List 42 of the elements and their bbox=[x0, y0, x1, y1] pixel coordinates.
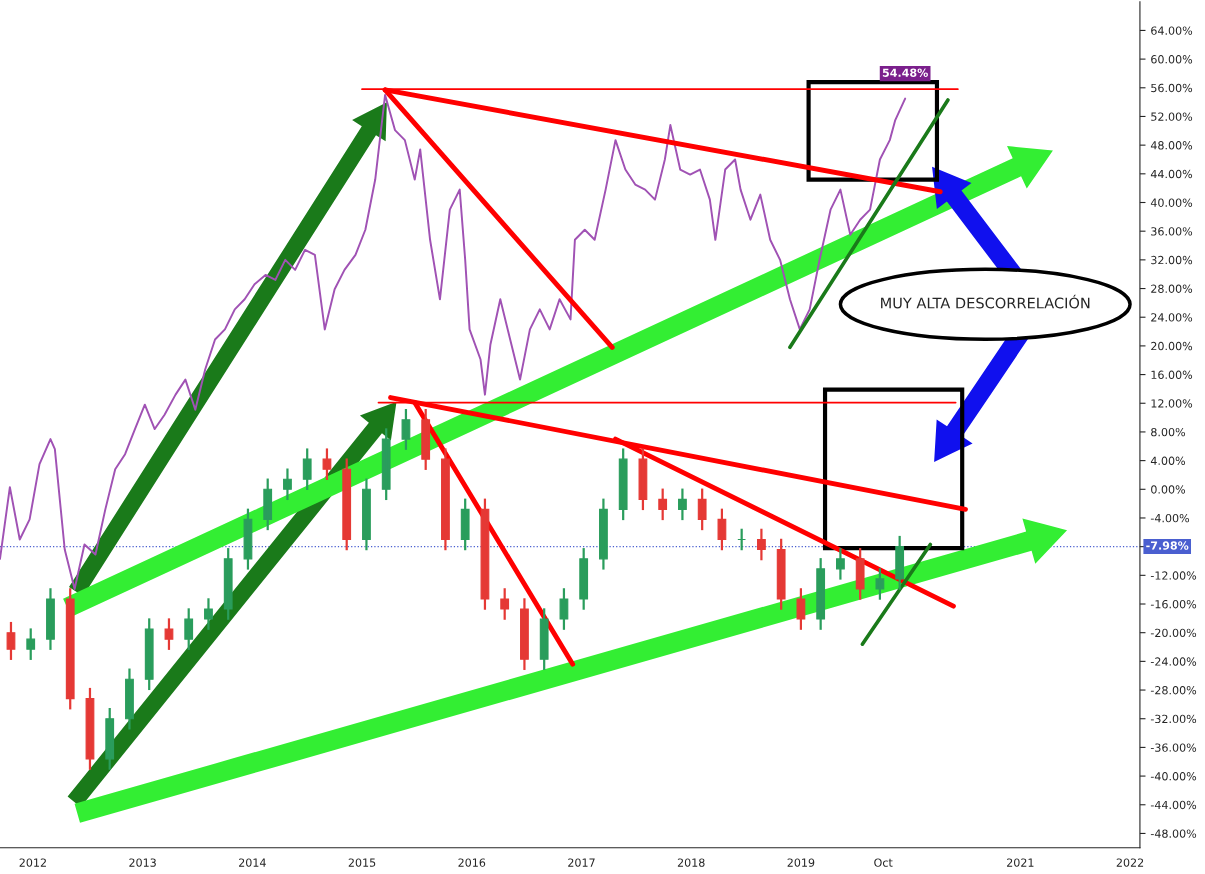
y-tick-label: 40.00% bbox=[1150, 198, 1193, 207]
y-tick-label: -32.00% bbox=[1150, 714, 1197, 724]
ref-line-label: -7.98% bbox=[1146, 541, 1189, 550]
x-tick-label: 2015 bbox=[348, 858, 376, 867]
y-tick-label: 20.00% bbox=[1151, 341, 1193, 351]
x-tick-label: 2017 bbox=[568, 858, 595, 867]
x-tick-label: 2012 bbox=[19, 858, 46, 867]
x-tick-label: Oct bbox=[874, 858, 893, 867]
annotation: MUY ALTA DESCORRELACIÓN bbox=[881, 294, 1090, 309]
y-tick-label: -40.00% bbox=[1150, 772, 1197, 781]
y-tick-label: 60.00% bbox=[1151, 55, 1193, 64]
y-tick-label: 28.00% bbox=[1151, 284, 1193, 293]
y-tick-label: -12.00% bbox=[1150, 571, 1197, 580]
y-tick-label: 12.00% bbox=[1151, 399, 1193, 408]
y-tick-label: -28.00% bbox=[1150, 686, 1197, 695]
x-tick-label: 2021 bbox=[1007, 858, 1034, 867]
y-tick-label: 24.00% bbox=[1151, 313, 1193, 322]
y-tick-label: 8.00% bbox=[1151, 427, 1186, 437]
x-tick-label: 2022 bbox=[1116, 858, 1144, 867]
y-tick-label: -20.00% bbox=[1150, 628, 1197, 638]
y-tick-label: 4.00% bbox=[1150, 456, 1186, 465]
y-tick-label: 44.00% bbox=[1150, 169, 1193, 179]
y-tick-label: 56.00% bbox=[1151, 83, 1193, 93]
y-tick-label: 0.00% bbox=[1151, 485, 1186, 494]
y-tick-label: -36.00% bbox=[1150, 743, 1197, 752]
y-tick-label: 36.00% bbox=[1151, 227, 1193, 236]
y-tick-label: 48.00% bbox=[1150, 141, 1193, 150]
y-tick-label: 16.00% bbox=[1151, 370, 1193, 379]
x-tick-label: 2013 bbox=[129, 858, 156, 867]
y-tick-label: -4.00% bbox=[1150, 513, 1190, 523]
y-tick-label: -48.00% bbox=[1150, 829, 1197, 838]
x-tick-label: 2014 bbox=[239, 858, 266, 867]
x-tick-label: 2016 bbox=[458, 858, 486, 867]
y-tick-label: 64.00% bbox=[1151, 26, 1193, 35]
annotation: 54.48% bbox=[882, 68, 928, 77]
y-tick-label: -24.00% bbox=[1150, 657, 1197, 666]
y-tick-label: 52.00% bbox=[1151, 112, 1193, 121]
y-tick-label: 32.00% bbox=[1151, 255, 1193, 265]
y-tick-label: -16.00% bbox=[1150, 599, 1197, 609]
x-tick-label: 2018 bbox=[677, 858, 705, 867]
y-tick-label: -44.00% bbox=[1150, 800, 1197, 810]
x-tick-label: 2019 bbox=[787, 858, 815, 867]
